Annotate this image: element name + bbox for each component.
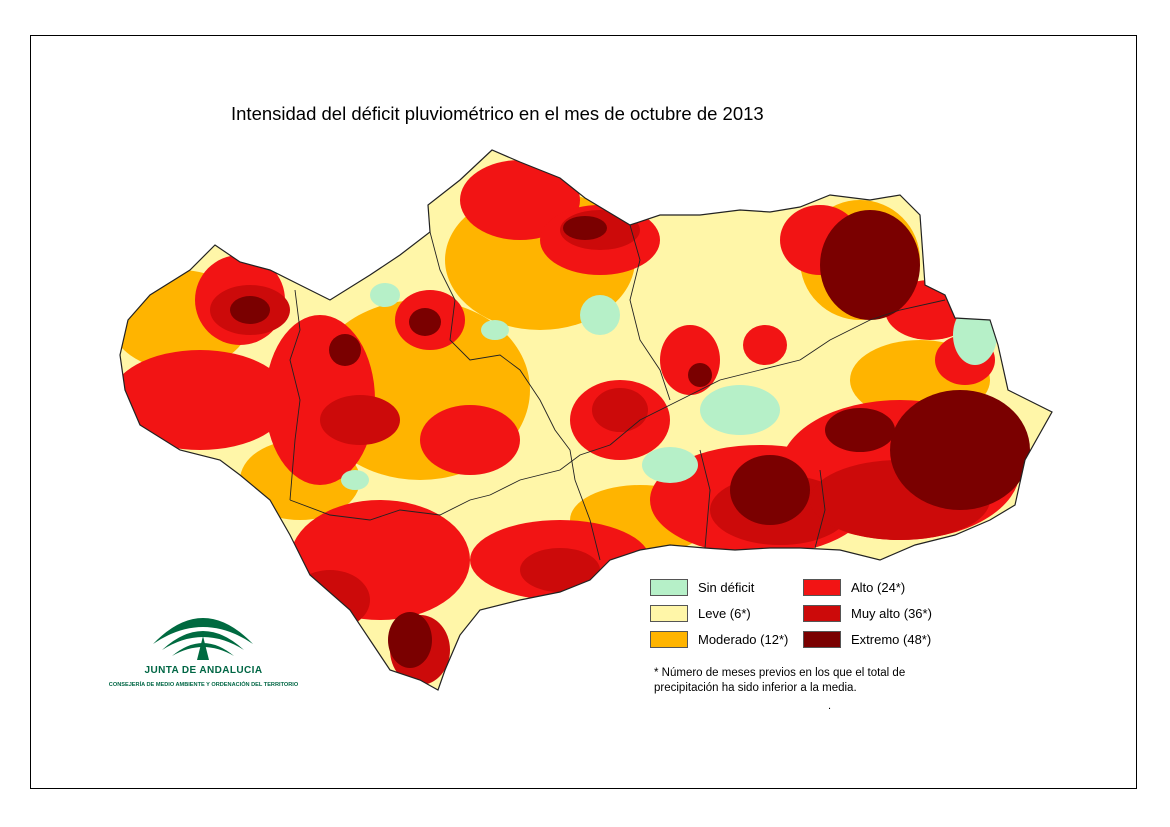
- logo-arcs-icon: [153, 618, 253, 660]
- legend-label: Moderado (12*): [698, 631, 789, 647]
- legend-item-moderado: Moderado (12*): [650, 629, 788, 649]
- legend-swatch: [803, 630, 841, 648]
- legend-label: Muy alto (36*): [851, 605, 932, 621]
- legend-swatch: [650, 630, 688, 648]
- legend-swatch: [650, 604, 688, 622]
- stray-dot: .: [828, 700, 832, 712]
- legend-item-sin-deficit: Sin déficit: [650, 577, 754, 597]
- map-title: Intensidad del déficit pluviométrico en …: [231, 103, 764, 124]
- legend-label: Sin déficit: [698, 579, 755, 595]
- map-frame: [30, 35, 1137, 789]
- legend-swatch: [803, 604, 841, 622]
- junta-de-andalucia-logo: JUNTA DE ANDALUCIA CONSEJERÍA DE MEDIO A…: [96, 600, 311, 695]
- legend-swatch: [803, 578, 841, 596]
- legend-item-extremo: Extremo (48*): [803, 629, 931, 649]
- legend-label: Alto (24*): [851, 579, 906, 595]
- province-boundaries: [289, 224, 946, 561]
- legend-label: Leve (6*): [698, 605, 751, 621]
- logo-name: JUNTA DE ANDALUCIA: [144, 665, 263, 676]
- legend: Sin déficit Leve (6*) Moderado (12*) Alt…: [650, 577, 950, 657]
- legend-swatch: [650, 578, 688, 596]
- legend-label: Extremo (48*): [851, 631, 932, 647]
- legend-item-alto: Alto (24*): [803, 577, 905, 597]
- legend-item-leve: Leve (6*): [650, 603, 751, 623]
- legend-item-muy-alto: Muy alto (36*): [803, 603, 932, 623]
- logo-subtitle: CONSEJERÍA DE MEDIO AMBIENTE Y ORDENACIÓ…: [108, 682, 299, 688]
- legend-footnote: * Número de meses previos en los que el …: [654, 667, 906, 694]
